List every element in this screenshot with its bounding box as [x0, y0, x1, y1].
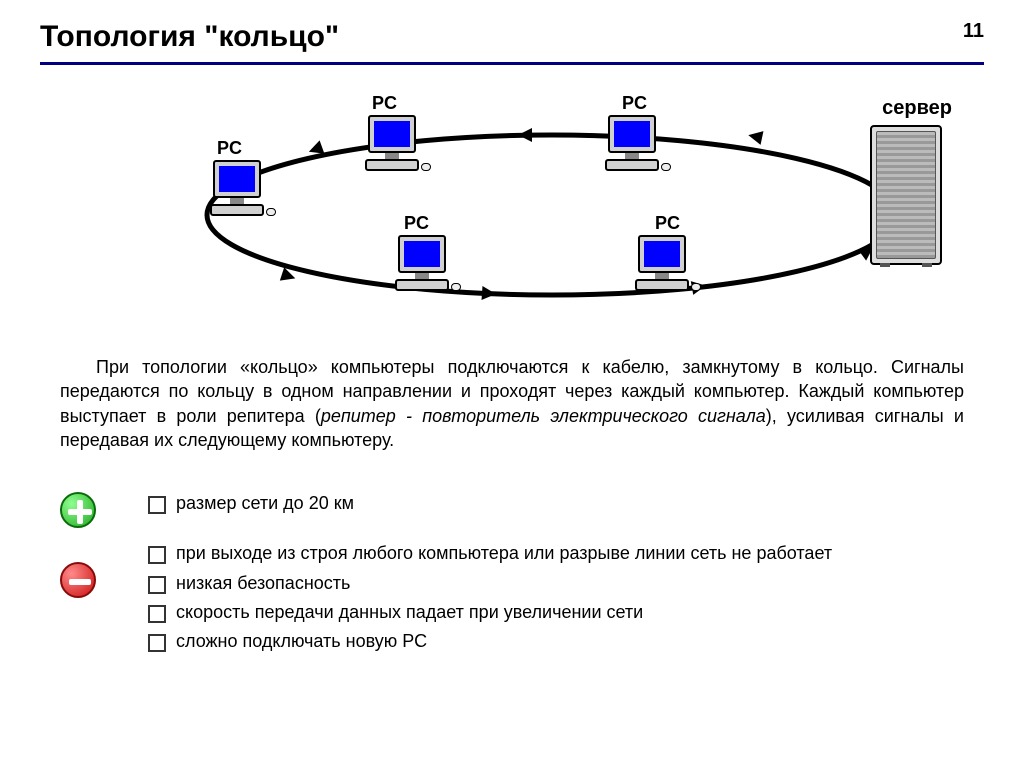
- list-item: низкая безопасность: [148, 572, 832, 595]
- header: Топология "кольцо" 11: [40, 20, 984, 65]
- cons-section: при выходе из строя любого компьютера ил…: [60, 542, 984, 660]
- cons-list: при выходе из строя любого компьютера ил…: [148, 542, 832, 660]
- list-item: размер сети до 20 км: [148, 492, 354, 515]
- list-item: сложно подключать новую РС: [148, 630, 832, 653]
- pc-label: PC: [404, 213, 429, 234]
- ring-svg: [62, 75, 962, 325]
- page-title: Топология "кольцо": [40, 20, 339, 54]
- description-paragraph: При топологии «кольцо» компьютеры подклю…: [60, 355, 964, 452]
- pc-node: [362, 115, 422, 175]
- pc-label: PC: [655, 213, 680, 234]
- page-number: 11: [963, 20, 984, 43]
- pc-node: [392, 235, 452, 295]
- pc-node: [632, 235, 692, 295]
- pc-node: [602, 115, 662, 175]
- ring-diagram: PC PC PC PC PC сервер: [62, 75, 962, 325]
- pc-node: [207, 160, 267, 220]
- plus-icon: [60, 492, 96, 528]
- pc-label: PC: [217, 138, 242, 159]
- pc-label: PC: [622, 93, 647, 114]
- pros-section: размер сети до 20 км: [60, 492, 984, 528]
- para-italic: репитер - повторитель электрического сиг…: [321, 406, 766, 426]
- pc-label: PC: [372, 93, 397, 114]
- list-item: скорость передачи данных падает при увел…: [148, 601, 832, 624]
- server-label: сервер: [882, 97, 952, 120]
- list-item: при выходе из строя любого компьютера ил…: [148, 542, 832, 565]
- server-node: [870, 125, 942, 265]
- minus-icon: [60, 562, 96, 598]
- pros-list: размер сети до 20 км: [148, 492, 354, 521]
